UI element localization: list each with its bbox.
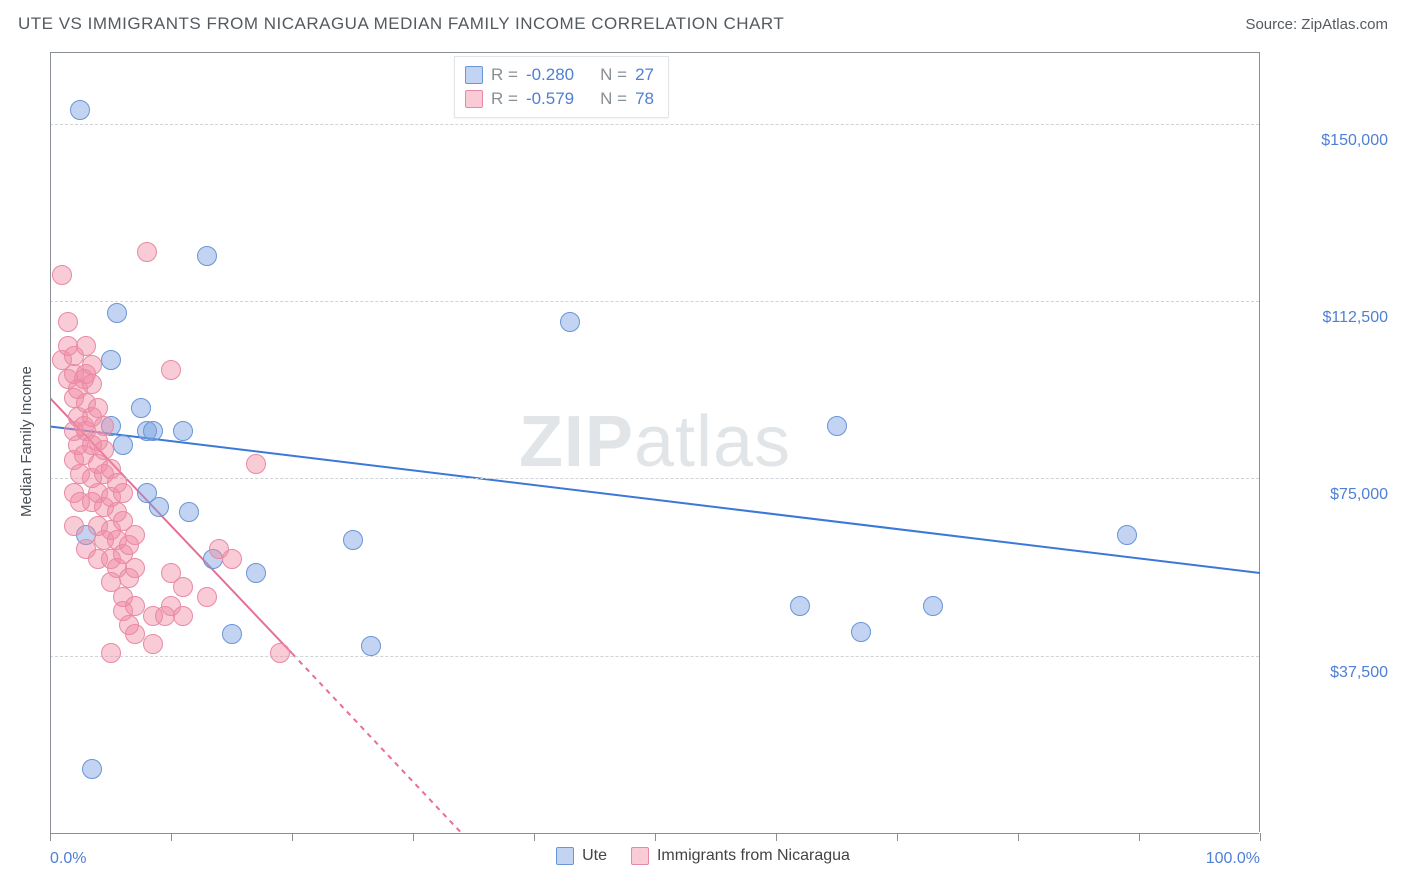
data-point — [76, 336, 96, 356]
data-point — [125, 525, 145, 545]
data-point — [125, 596, 145, 616]
stat-value-r: -0.280 — [526, 65, 574, 85]
series-legend-label: Immigrants from Nicaragua — [657, 847, 850, 865]
legend-swatch — [556, 847, 574, 865]
gridline-h — [50, 124, 1259, 125]
stat-label-n: N = — [600, 89, 627, 109]
x-tick — [171, 833, 172, 841]
data-point — [58, 312, 78, 332]
data-point — [125, 558, 145, 578]
correlation-stats-legend: R = -0.280 N = 27 R = -0.579 N = 78 — [454, 56, 669, 118]
chart-title: UTE VS IMMIGRANTS FROM NICARAGUA MEDIAN … — [18, 14, 784, 34]
data-point — [270, 643, 290, 663]
data-point — [143, 421, 163, 441]
data-point — [94, 416, 114, 436]
data-point — [125, 624, 145, 644]
stats-legend-row: R = -0.579 N = 78 — [465, 87, 654, 111]
data-point — [94, 440, 114, 460]
stat-value-n: 78 — [635, 89, 654, 109]
y-axis-line — [50, 53, 51, 833]
data-point — [851, 622, 871, 642]
legend-swatch — [631, 847, 649, 865]
data-point — [827, 416, 847, 436]
gridline-h — [50, 301, 1259, 302]
series-legend-item: Ute — [556, 847, 607, 865]
data-point — [149, 497, 169, 517]
y-tick-label: $37,500 — [1330, 664, 1388, 682]
plot-canvas — [50, 53, 1259, 832]
data-point — [923, 596, 943, 616]
data-point — [161, 360, 181, 380]
data-point — [82, 759, 102, 779]
data-point — [246, 563, 266, 583]
stat-label-n: N = — [600, 65, 627, 85]
y-tick-labels: $37,500 $75,000 $112,500 $150,000 — [1260, 52, 1388, 832]
data-point — [82, 374, 102, 394]
stat-value-n: 27 — [635, 65, 654, 85]
stat-value-r: -0.579 — [526, 89, 574, 109]
legend-swatch — [465, 90, 483, 108]
stat-label-r: R = — [491, 65, 518, 85]
x-tick — [534, 833, 535, 841]
data-point — [143, 634, 163, 654]
plot-area — [50, 52, 1260, 832]
series-legend: Ute Immigrants from Nicaragua — [0, 844, 1406, 868]
stats-legend-row: R = -0.280 N = 27 — [465, 63, 654, 87]
data-point — [64, 516, 84, 536]
series-legend-item: Immigrants from Nicaragua — [631, 847, 850, 865]
y-tick-label: $150,000 — [1321, 132, 1388, 150]
chart-header: UTE VS IMMIGRANTS FROM NICARAGUA MEDIAN … — [0, 0, 1406, 48]
legend-swatch — [465, 66, 483, 84]
data-point — [82, 355, 102, 375]
data-point — [246, 454, 266, 474]
data-point — [197, 587, 217, 607]
data-point — [1117, 525, 1137, 545]
x-tick — [413, 833, 414, 841]
y-tick-label: $112,500 — [1322, 309, 1388, 327]
x-tick — [655, 833, 656, 841]
data-point — [113, 435, 133, 455]
data-point — [52, 265, 72, 285]
x-tick — [776, 833, 777, 841]
data-point — [179, 502, 199, 522]
data-point — [113, 483, 133, 503]
data-point — [343, 530, 363, 550]
data-point — [790, 596, 810, 616]
data-point — [88, 398, 108, 418]
data-point — [222, 549, 242, 569]
data-point — [173, 577, 193, 597]
data-point — [70, 100, 90, 120]
data-point — [131, 398, 151, 418]
gridline-h — [50, 478, 1259, 479]
data-point — [101, 643, 121, 663]
x-tick — [1260, 833, 1261, 841]
trend-line-dashed — [292, 653, 461, 833]
data-point — [101, 350, 121, 370]
y-axis-label: Median Family Income — [18, 52, 35, 832]
data-point — [560, 312, 580, 332]
data-point — [361, 636, 381, 656]
data-point — [173, 421, 193, 441]
gridline-h — [50, 656, 1259, 657]
x-tick — [50, 833, 51, 841]
data-point — [173, 606, 193, 626]
series-legend-label: Ute — [582, 847, 607, 865]
x-tick — [1139, 833, 1140, 841]
data-point — [197, 246, 217, 266]
stat-label-r: R = — [491, 89, 518, 109]
trend-lines-layer — [50, 53, 1260, 833]
chart-source: Source: ZipAtlas.com — [1245, 16, 1388, 33]
x-tick — [292, 833, 293, 841]
data-point — [107, 303, 127, 323]
data-point — [137, 242, 157, 262]
x-tick — [897, 833, 898, 841]
data-point — [222, 624, 242, 644]
y-tick-label: $75,000 — [1330, 486, 1388, 504]
x-tick — [1018, 833, 1019, 841]
